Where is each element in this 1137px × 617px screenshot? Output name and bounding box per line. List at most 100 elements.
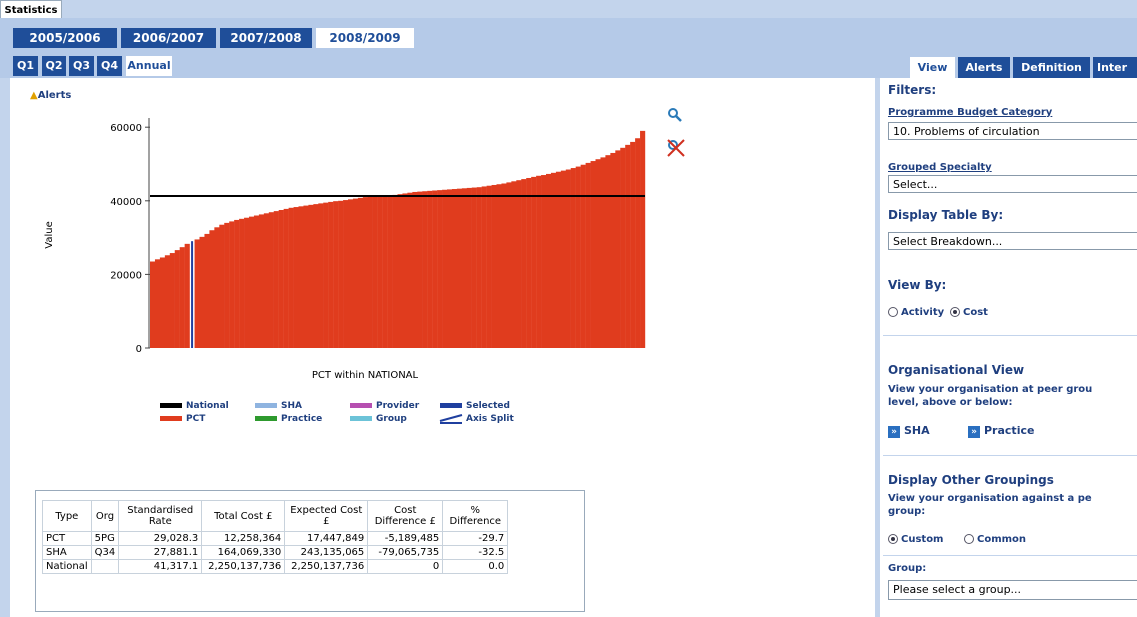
bar [273, 211, 279, 348]
bar [244, 217, 250, 348]
org-button[interactable]: » Practice [968, 424, 1034, 438]
radio-option[interactable]: Common [964, 534, 1026, 545]
button-label: SHA [904, 424, 930, 437]
bar [407, 192, 413, 348]
bar [466, 187, 472, 348]
radio-label: Common [977, 534, 1027, 545]
radio[interactable] [964, 534, 974, 544]
stats-table: Type Org Standardised Rate Total Cost £ Expe… [42, 500, 509, 574]
bar [219, 224, 225, 348]
bar [204, 233, 210, 348]
legend-swatch [160, 403, 182, 408]
legend-swatch [350, 416, 372, 421]
cell: 29,028.3 [118, 531, 203, 546]
side-tab[interactable]: Alerts [958, 57, 1010, 78]
bar [521, 179, 527, 348]
legend-label: National [186, 401, 229, 411]
column-header: Expected Cost £ [284, 500, 369, 532]
bar [357, 197, 364, 348]
stats-table-wrap: Type Org Standardised Rate Total Cost £ Expe… [42, 500, 509, 574]
bar [625, 144, 631, 348]
legend-swatch [350, 403, 372, 408]
radio[interactable] [950, 307, 960, 317]
bar [555, 171, 562, 348]
bar [239, 218, 245, 348]
view-by-heading: View By: [888, 278, 947, 292]
cell: 0 [367, 559, 444, 574]
y-tick-label: 40000 [110, 197, 142, 208]
bar [253, 215, 260, 348]
bar [268, 212, 274, 348]
zoom-reset-icon[interactable] [667, 139, 685, 157]
bar [174, 250, 180, 348]
period-tab[interactable]: Q3 [69, 56, 94, 76]
cell: -29.7 [442, 531, 509, 546]
bar [159, 257, 166, 348]
side-tab[interactable]: Definition [1013, 57, 1090, 78]
cell: -5,189,485 [367, 531, 444, 546]
bar [635, 138, 641, 348]
cell: 27,881.1 [118, 545, 203, 560]
year-tab[interactable]: 2008/2009 [316, 28, 414, 48]
groupings-text: View your organisation against a pe [888, 493, 1092, 504]
radio[interactable] [888, 534, 898, 544]
bar [164, 255, 170, 348]
year-tab[interactable]: 2007/2008 [220, 28, 312, 48]
bar [387, 195, 393, 348]
bar [308, 204, 314, 348]
radio[interactable] [888, 307, 898, 317]
bar [283, 208, 289, 348]
bar [209, 230, 215, 348]
bar [293, 207, 299, 348]
display-select[interactable]: Select Breakdown... [888, 232, 1137, 250]
radio-label: Cost [963, 307, 988, 318]
bar [506, 182, 512, 348]
bar [481, 186, 487, 348]
radio-option[interactable]: Cost [950, 307, 988, 318]
period-tab[interactable]: Q1 [13, 56, 38, 76]
period-tab[interactable]: Q4 [97, 56, 122, 76]
legend-swatch [439, 414, 463, 424]
radio-option[interactable]: Activity [888, 307, 944, 318]
bar [546, 173, 552, 348]
x-axis-label: PCT within NATIONAL [312, 370, 419, 381]
bar [511, 181, 517, 348]
zoom-in-icon[interactable] [668, 108, 682, 122]
period-tab[interactable]: Annual [126, 56, 172, 76]
column-header: Standardised Rate [118, 500, 203, 532]
legend-swatch [440, 403, 462, 408]
side-tab[interactable]: View [910, 57, 955, 78]
bar [422, 191, 428, 348]
bar [437, 190, 443, 348]
group-label: Group: [888, 563, 927, 574]
bar [585, 162, 591, 348]
radio-label: Custom [901, 534, 944, 545]
bar [501, 183, 507, 348]
bar [456, 188, 463, 348]
bar [451, 189, 458, 348]
bar [630, 141, 636, 348]
legend-label: Practice [281, 414, 322, 424]
bar [184, 243, 190, 348]
alerts-link[interactable]: ▲Alerts [30, 90, 72, 101]
column-header: Total Cost £ [201, 500, 286, 532]
bar [461, 188, 467, 348]
period-tab[interactable]: Q2 [42, 56, 66, 76]
cell: 164,069,330 [201, 545, 286, 560]
org-view-text: View your organisation at peer grou [888, 384, 1093, 395]
specialty-select[interactable]: Select... [888, 175, 1137, 193]
group-select[interactable]: Please select a group... [888, 580, 1137, 600]
cell [90, 559, 120, 574]
bar [199, 236, 205, 348]
cell: 2,250,137,736 [284, 559, 369, 574]
radio-option[interactable]: Custom [888, 534, 943, 545]
org-button[interactable]: » SHA [888, 424, 930, 438]
bar [348, 199, 354, 348]
bar [417, 191, 423, 348]
bar [550, 172, 557, 348]
year-tab[interactable]: 2005/2006 [13, 28, 117, 48]
side-tab[interactable]: Inter [1093, 57, 1137, 78]
budget-select[interactable]: 10. Problems of circulation [888, 122, 1137, 140]
year-tab[interactable]: 2006/2007 [121, 28, 216, 48]
